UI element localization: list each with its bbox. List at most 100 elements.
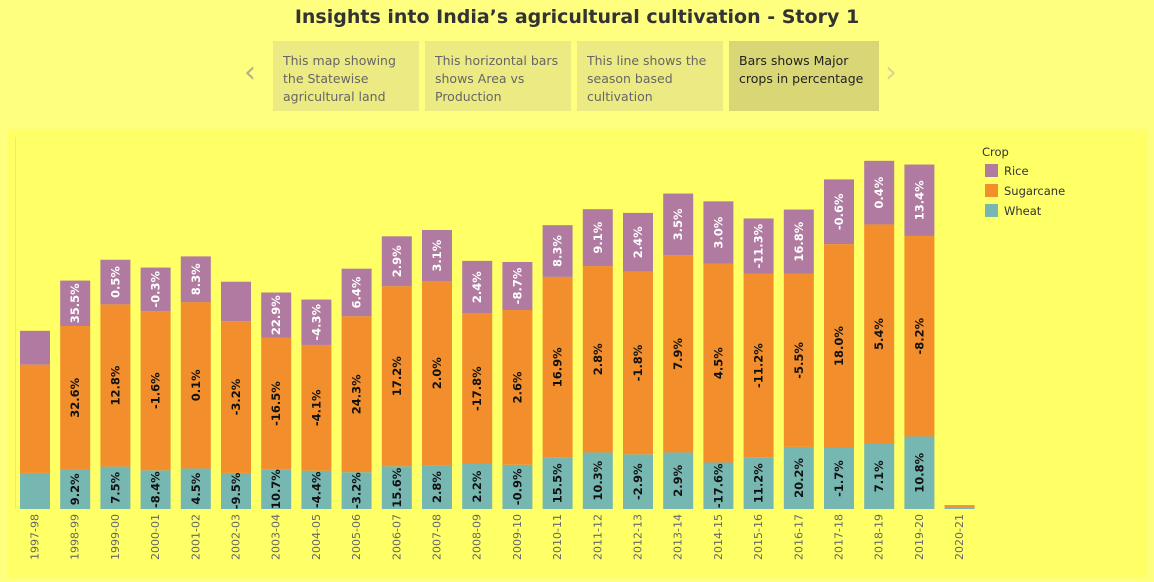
bar-wheat-2013-14[interactable] [663, 452, 694, 509]
bar-sugarcane-2012-13[interactable] [623, 271, 653, 455]
bar-sugarcane-2003-04[interactable] [261, 337, 292, 470]
legend-item-wheat[interactable]: Wheat [985, 204, 1042, 218]
bar-sugarcane-2001-02[interactable] [180, 302, 211, 469]
data-label-sugarcane-2010-11: 16.9% [551, 347, 565, 387]
chevron-left-icon[interactable]: ‹ [244, 55, 256, 90]
x-tick-1998-99: 1998-99 [69, 514, 82, 560]
data-label-wheat-2019-20: 10.8% [912, 452, 926, 492]
bar-rice-2010-11[interactable] [542, 225, 573, 277]
bar-wheat-2010-11[interactable] [542, 457, 573, 509]
bar-sugarcane-1998-99[interactable] [60, 325, 91, 470]
data-label-sugarcane-1999-00: 12.8% [108, 365, 122, 405]
data-label-wheat-2001-02: 4.5% [189, 472, 203, 504]
story-point-2[interactable]: This horizontal bars shows Area vs Produ… [425, 41, 571, 111]
story-point-3[interactable]: This line shows the season based cultiva… [577, 41, 723, 111]
data-label-sugarcane-2001-02: 0.1% [189, 369, 203, 401]
legend-label-rice: Rice [1004, 164, 1029, 178]
x-tick-2015-16: 2015-16 [752, 514, 765, 560]
bar-sugarcane-2014-15[interactable] [703, 263, 734, 463]
story-point-4[interactable]: Bars shows Major crops in percentage [729, 41, 879, 111]
bar-rice-2017-18[interactable] [824, 179, 854, 245]
data-label-sugarcane-2009-10: 2.6% [510, 371, 524, 403]
data-label-rice-2011-12: 9.1% [591, 221, 605, 253]
bar-rice-2007-08[interactable] [422, 230, 452, 282]
bar-wheat-2008-09[interactable] [462, 463, 493, 509]
bar-wheat-2000-01[interactable] [140, 470, 171, 509]
bar-wheat-1998-99[interactable] [60, 469, 91, 509]
bar-rice-2005-06[interactable] [341, 268, 372, 317]
data-label-rice-2006-07: 2.9% [390, 245, 404, 277]
bar-wheat-1997-98[interactable] [20, 472, 50, 509]
bar-sugarcane-2010-11[interactable] [542, 276, 573, 458]
bar-sugarcane-2018-19[interactable] [864, 224, 895, 444]
bar-wheat-2009-10[interactable] [502, 464, 533, 509]
bar-rice-2004-05[interactable] [301, 299, 332, 345]
bar-sugarcane-2016-17[interactable] [783, 273, 814, 447]
bar-rice-2003-04[interactable] [261, 292, 292, 338]
bar-rice-2008-09[interactable] [462, 260, 493, 314]
bar-wheat-2016-17[interactable] [783, 446, 814, 509]
bar-wheat-1999-00[interactable] [100, 466, 131, 509]
data-label-rice-2018-19: 0.4% [872, 176, 886, 208]
bar-wheat-2004-05[interactable] [301, 470, 332, 509]
bar-wheat-2015-16[interactable] [743, 457, 774, 509]
data-label-sugarcane-2011-12: 2.8% [591, 343, 605, 375]
chevron-right-icon[interactable]: › [885, 55, 897, 90]
bar-wheat-2011-12[interactable] [582, 452, 613, 509]
bar-rice-2002-03[interactable] [221, 281, 251, 322]
bar-rice-2018-19[interactable] [864, 160, 895, 225]
bar-rice-2009-10[interactable] [502, 261, 533, 310]
bar-sugarcane-2004-05[interactable] [301, 344, 332, 471]
bar-rice-2016-17[interactable] [783, 209, 814, 274]
bar-rice-2012-13[interactable] [623, 212, 653, 272]
bar-rice-2006-07[interactable] [381, 236, 412, 287]
x-tick-2016-17: 2016-17 [792, 514, 805, 560]
bar-wheat-2006-07[interactable] [381, 466, 412, 509]
bar-sugarcane-2008-09[interactable] [462, 313, 493, 464]
bar-sugarcane-2017-18[interactable] [824, 244, 854, 448]
bar-rice-2000-01[interactable] [140, 267, 171, 312]
bar-sugarcane-2005-06[interactable] [341, 316, 372, 473]
bar-sugarcane-2006-07[interactable] [381, 286, 412, 467]
bar-rice-1999-00[interactable] [100, 259, 131, 305]
bar-sugarcane-2002-03[interactable] [221, 321, 251, 473]
legend-item-sugarcane[interactable]: Sugarcane [985, 184, 1065, 198]
bar-rice-2013-14[interactable] [663, 193, 694, 256]
bar-sugarcane-1997-98[interactable] [20, 364, 50, 473]
bar-wheat-2017-18[interactable] [824, 447, 854, 509]
bar-rice-2001-02[interactable] [180, 256, 211, 303]
bar-rice-1998-99[interactable] [60, 280, 91, 326]
bar-rice-2015-16[interactable] [743, 218, 774, 274]
bar-wheat-2014-15[interactable] [703, 462, 734, 510]
bar-rice-2019-20[interactable] [904, 164, 935, 236]
x-tick-2001-02: 2001-02 [189, 514, 202, 560]
bar-sugarcane-2007-08[interactable] [422, 281, 452, 466]
legend-item-rice[interactable]: Rice [985, 164, 1029, 178]
bar-wheat-2018-19[interactable] [864, 443, 895, 509]
bar-rice-2011-12[interactable] [582, 209, 613, 267]
bar-wheat-2002-03[interactable] [221, 472, 251, 509]
bar-sugarcane-2015-16[interactable] [743, 273, 774, 458]
bar-sugarcane-2000-01[interactable] [140, 311, 171, 471]
bar-rice-2020-21[interactable] [944, 505, 975, 507]
story-point-1[interactable]: This map showing the Statewise agricultu… [273, 41, 419, 111]
bar-sugarcane-2009-10[interactable] [502, 309, 533, 465]
bar-wheat-2020-21[interactable] [944, 507, 975, 509]
data-label-wheat-1999-00: 7.5% [108, 471, 122, 503]
bar-wheat-2003-04[interactable] [261, 469, 292, 509]
bar-sugarcane-1999-00[interactable] [100, 304, 131, 467]
bar-sugarcane-2011-12[interactable] [582, 266, 613, 453]
bar-sugarcane-2020-21[interactable] [944, 506, 975, 508]
bar-rice-2014-15[interactable] [703, 201, 734, 264]
bar-wheat-2007-08[interactable] [422, 465, 452, 509]
data-label-rice-2009-10: -8.7% [510, 267, 524, 304]
bar-wheat-2005-06[interactable] [341, 472, 372, 509]
bar-wheat-2001-02[interactable] [180, 468, 211, 509]
bar-wheat-2012-13[interactable] [623, 454, 653, 509]
bar-wheat-2019-20[interactable] [904, 436, 935, 509]
data-label-sugarcane-2005-06: 24.3% [350, 374, 364, 414]
bar-sugarcane-2019-20[interactable] [904, 235, 935, 437]
bar-sugarcane-2013-14[interactable] [663, 255, 694, 453]
bar-rice-1997-98[interactable] [20, 330, 50, 365]
data-label-wheat-2003-04: 10.7% [269, 469, 283, 509]
